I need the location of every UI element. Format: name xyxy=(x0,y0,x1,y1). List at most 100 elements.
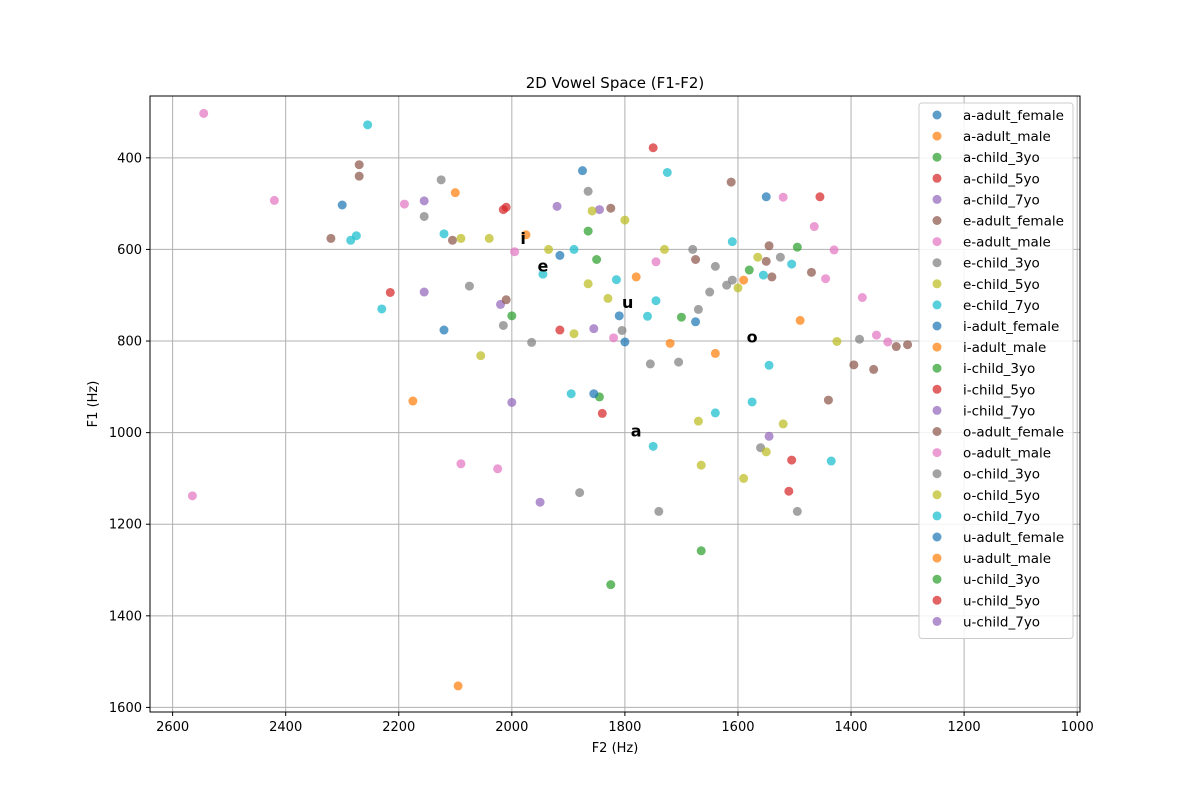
x-tick-label: 2200 xyxy=(382,720,415,735)
data-point xyxy=(753,252,763,262)
y-tick-label: 600 xyxy=(117,243,142,258)
data-point xyxy=(809,222,819,232)
legend-label: o-adult_male xyxy=(963,446,1051,462)
data-point xyxy=(659,244,669,254)
data-point xyxy=(727,237,737,247)
data-point xyxy=(758,270,768,280)
data-point xyxy=(722,280,732,290)
data-point xyxy=(688,244,698,254)
data-point xyxy=(739,473,749,483)
data-point xyxy=(620,337,630,347)
data-point xyxy=(826,456,836,466)
data-point xyxy=(710,261,720,271)
data-point xyxy=(566,389,576,399)
data-point xyxy=(651,296,661,306)
data-point xyxy=(691,255,701,265)
data-point xyxy=(354,160,364,170)
data-point xyxy=(507,397,517,407)
data-point xyxy=(326,233,336,243)
x-axis-ticks: 2600 2400 2200 2000 1800 1600 1400 1200 1000 xyxy=(156,712,1094,735)
data-point xyxy=(569,244,579,254)
legend-marker xyxy=(932,342,942,352)
data-point xyxy=(603,293,613,303)
y-tick-label: 1600 xyxy=(109,701,142,716)
data-point xyxy=(351,231,361,241)
legend-marker xyxy=(932,595,942,605)
data-point xyxy=(484,233,494,243)
data-point xyxy=(527,337,537,347)
data-point xyxy=(611,275,621,285)
data-point xyxy=(614,311,624,321)
legend-label: e-child_3yo xyxy=(963,256,1040,272)
x-axis-label: F2 (Hz) xyxy=(592,741,639,756)
data-point xyxy=(569,329,579,339)
legend-label: u-adult_female xyxy=(963,530,1064,546)
data-point xyxy=(806,267,816,277)
data-point xyxy=(764,360,774,370)
x-tick-label: 1400 xyxy=(834,720,867,735)
y-axis-ticks: 400 600 800 1000 1200 1400 1600 xyxy=(109,151,150,716)
y-tick-label: 400 xyxy=(117,151,142,166)
data-point xyxy=(764,431,774,441)
data-point xyxy=(792,506,802,516)
data-point xyxy=(501,295,511,305)
data-point xyxy=(408,396,418,406)
data-point xyxy=(676,312,686,322)
legend-label: e-adult_female xyxy=(963,214,1064,230)
y-axis-label: F1 (Hz) xyxy=(86,381,101,428)
legend-marker xyxy=(932,173,942,183)
data-point xyxy=(693,416,703,426)
data-point xyxy=(363,120,373,130)
legend-label: a-adult_female xyxy=(963,108,1064,124)
data-point xyxy=(577,166,587,176)
vowel-label: e xyxy=(537,256,548,275)
x-tick-label: 2000 xyxy=(495,720,528,735)
data-point xyxy=(594,205,604,215)
data-point xyxy=(464,281,474,291)
data-point xyxy=(552,201,562,211)
data-point xyxy=(891,342,901,352)
data-point xyxy=(538,269,548,279)
data-point xyxy=(849,360,859,370)
data-point xyxy=(648,143,658,153)
y-tick-label: 1400 xyxy=(109,609,142,624)
legend-marker xyxy=(932,490,942,500)
x-tick-label: 1600 xyxy=(721,720,754,735)
data-point xyxy=(821,274,831,284)
data-point xyxy=(645,359,655,369)
legend-marker xyxy=(932,279,942,289)
data-point xyxy=(354,171,364,181)
data-point xyxy=(377,304,387,314)
legend-marker xyxy=(932,384,942,394)
data-point xyxy=(419,287,429,297)
data-point xyxy=(787,259,797,269)
data-point xyxy=(832,336,842,346)
legend-marker xyxy=(932,300,942,310)
legend-marker xyxy=(932,363,942,373)
data-point xyxy=(507,311,517,321)
vowel-label: u xyxy=(622,293,633,312)
legend-label: e-adult_male xyxy=(963,235,1051,251)
data-point xyxy=(587,206,597,216)
data-point xyxy=(447,235,457,245)
legend-label: u-adult_male xyxy=(963,551,1051,567)
data-point xyxy=(651,257,661,267)
x-tick-label: 2400 xyxy=(269,720,302,735)
legend-label: u-child_7yo xyxy=(963,614,1040,630)
data-point xyxy=(436,175,446,185)
legend-marker xyxy=(932,237,942,247)
legend-marker xyxy=(932,321,942,331)
y-tick-label: 1000 xyxy=(109,426,142,441)
data-point xyxy=(450,188,460,198)
data-point xyxy=(456,233,466,243)
data-point xyxy=(829,245,839,255)
data-point xyxy=(498,320,508,330)
data-point xyxy=(385,287,395,297)
legend-marker xyxy=(932,110,942,120)
legend-marker xyxy=(932,152,942,162)
legend-label: o-child_3yo xyxy=(963,467,1040,483)
legend-label: i-child_7yo xyxy=(963,403,1035,419)
data-point xyxy=(589,389,599,399)
data-point xyxy=(784,486,794,496)
